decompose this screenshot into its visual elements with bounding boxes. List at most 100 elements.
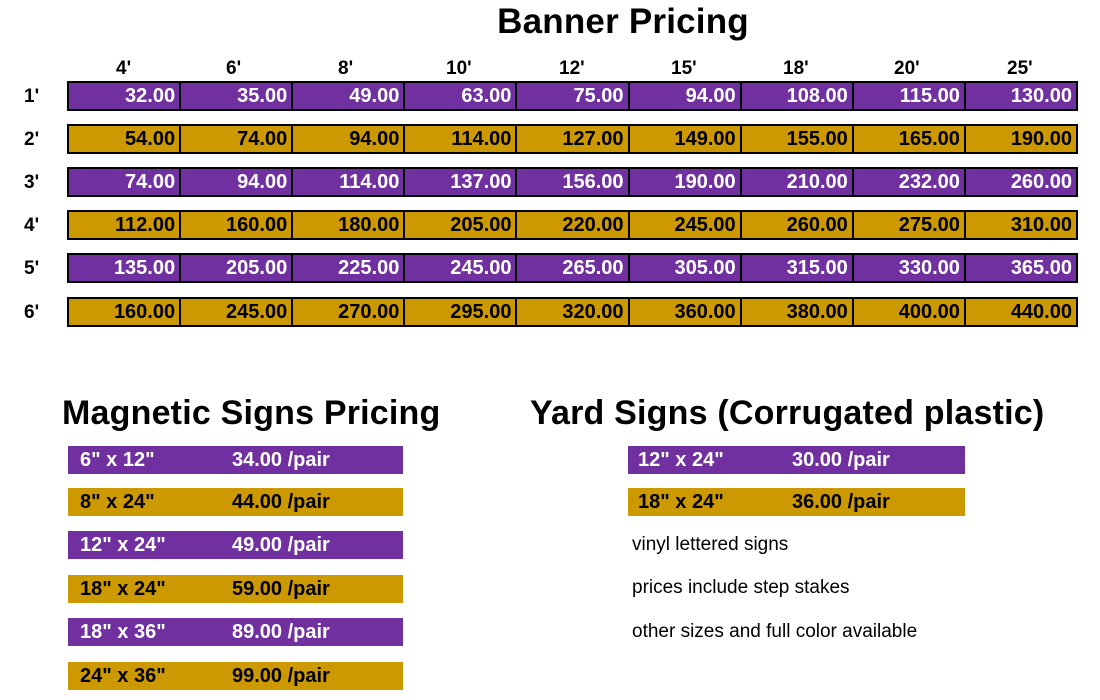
price-cell: 205.00: [403, 212, 515, 238]
yard-note-vinyl: vinyl lettered signs: [632, 534, 789, 555]
sign-size: 6" x 12": [80, 449, 155, 471]
price-cell: 260.00: [739, 212, 852, 238]
price-cell: 245.00: [403, 255, 515, 281]
price-cell: 54.00: [125, 128, 176, 150]
yard-signs-title: Yard Signs (Corrugated plastic): [530, 394, 1045, 432]
price-cell: 245.00: [627, 212, 740, 238]
sign-price: 59.00 /pair: [232, 578, 330, 600]
price-cell: 75.00: [515, 83, 627, 109]
magnetic-sign-row: 6" x 12" 34.00 /pair: [68, 446, 403, 474]
column-header-8ft: 8': [338, 58, 354, 79]
price-cell: 49.00: [291, 83, 403, 109]
banner-row-6ft: 160.00 245.00 270.00 295.00 320.00 360.0…: [67, 297, 1078, 327]
row-label-4ft: 4': [24, 215, 40, 236]
banner-row-5ft: 135.00 205.00 225.00 245.00 265.00 305.0…: [67, 253, 1078, 283]
price-cell: 365.00: [963, 255, 1076, 281]
magnetic-sign-row: 12" x 24" 49.00 /pair: [68, 531, 403, 559]
price-cell: 330.00: [851, 255, 964, 281]
price-cell: 137.00: [403, 169, 515, 195]
yard-sign-row: 18" x 24" 36.00 /pair: [628, 488, 965, 516]
price-cell: 32.00: [125, 85, 176, 107]
price-cell: 149.00: [627, 126, 740, 152]
price-cell: 315.00: [739, 255, 852, 281]
price-cell: 320.00: [515, 299, 627, 325]
column-header-20ft: 20': [894, 58, 920, 79]
row-label-2ft: 2': [24, 129, 40, 150]
column-header-10ft: 10': [446, 58, 472, 79]
price-cell: 114.00: [403, 126, 515, 152]
price-cell: 63.00: [403, 83, 515, 109]
magnetic-signs-title: Magnetic Signs Pricing: [62, 394, 441, 432]
banner-row-3ft: 74.00 94.00 114.00 137.00 156.00 190.00 …: [67, 167, 1078, 197]
price-cell: 108.00: [739, 83, 852, 109]
sign-price: 49.00 /pair: [232, 534, 330, 556]
price-cell: 74.00: [179, 126, 291, 152]
price-cell: 190.00: [627, 169, 740, 195]
price-cell: 94.00: [627, 83, 740, 109]
price-cell: 232.00: [851, 169, 964, 195]
price-cell: 165.00: [851, 126, 964, 152]
banner-row-1ft: 32.00 35.00 49.00 63.00 75.00 94.00 108.…: [67, 81, 1078, 111]
price-cell: 305.00: [627, 255, 740, 281]
price-cell: 190.00: [963, 126, 1076, 152]
banner-pricing-title: Banner Pricing: [497, 2, 749, 41]
magnetic-sign-row: 8" x 24" 44.00 /pair: [68, 488, 403, 516]
sign-size: 12" x 24": [638, 449, 724, 471]
sign-size: 18" x 24": [80, 578, 166, 600]
sign-size: 12" x 24": [80, 534, 166, 556]
column-header-18ft: 18': [783, 58, 809, 79]
price-cell: 115.00: [851, 83, 964, 109]
price-cell: 156.00: [515, 169, 627, 195]
sign-size: 24" x 36": [80, 665, 166, 687]
column-header-12ft: 12': [559, 58, 585, 79]
sign-price: 99.00 /pair: [232, 665, 330, 687]
price-cell: 160.00: [179, 212, 291, 238]
row-label-1ft: 1': [24, 86, 40, 107]
price-cell: 94.00: [291, 126, 403, 152]
price-cell: 270.00: [291, 299, 403, 325]
magnetic-sign-row: 18" x 24" 59.00 /pair: [68, 575, 403, 603]
price-cell: 360.00: [627, 299, 740, 325]
price-cell: 380.00: [739, 299, 852, 325]
sign-size: 18" x 24": [638, 491, 724, 513]
price-cell: 130.00: [963, 83, 1076, 109]
sign-price: 36.00 /pair: [792, 491, 890, 513]
column-header-15ft: 15': [671, 58, 697, 79]
price-cell: 260.00: [963, 169, 1076, 195]
price-cell: 275.00: [851, 212, 964, 238]
price-cell: 310.00: [963, 212, 1076, 238]
price-cell: 155.00: [739, 126, 852, 152]
row-label-6ft: 6': [24, 302, 40, 323]
price-cell: 210.00: [739, 169, 852, 195]
price-cell: 220.00: [515, 212, 627, 238]
sign-price: 34.00 /pair: [232, 449, 330, 471]
price-cell: 265.00: [515, 255, 627, 281]
sign-size: 8" x 24": [80, 491, 155, 513]
price-cell: 94.00: [179, 169, 291, 195]
magnetic-sign-row: 18" x 36" 89.00 /pair: [68, 618, 403, 646]
price-cell: 295.00: [403, 299, 515, 325]
price-cell: 400.00: [851, 299, 964, 325]
banner-row-4ft: 112.00 160.00 180.00 205.00 220.00 245.0…: [67, 210, 1078, 240]
price-cell: 135.00: [113, 257, 176, 279]
sign-price: 44.00 /pair: [232, 491, 330, 513]
price-cell: 245.00: [179, 299, 291, 325]
price-cell: 180.00: [291, 212, 403, 238]
sign-price: 89.00 /pair: [232, 621, 330, 643]
sign-price: 30.00 /pair: [792, 449, 890, 471]
price-cell: 114.00: [291, 169, 403, 195]
price-cell: 74.00: [125, 171, 176, 193]
yard-note-sizes: other sizes and full color available: [632, 621, 918, 642]
price-cell: 205.00: [179, 255, 291, 281]
column-header-25ft: 25': [1007, 58, 1033, 79]
price-cell: 225.00: [291, 255, 403, 281]
price-cell: 127.00: [515, 126, 627, 152]
row-label-3ft: 3': [24, 172, 40, 193]
price-cell: 440.00: [963, 299, 1076, 325]
price-cell: 35.00: [179, 83, 291, 109]
column-header-4ft: 4': [116, 58, 132, 79]
banner-row-2ft: 54.00 74.00 94.00 114.00 127.00 149.00 1…: [67, 124, 1078, 154]
sign-size: 18" x 36": [80, 621, 166, 643]
price-cell: 112.00: [115, 214, 176, 236]
price-cell: 160.00: [113, 301, 176, 323]
